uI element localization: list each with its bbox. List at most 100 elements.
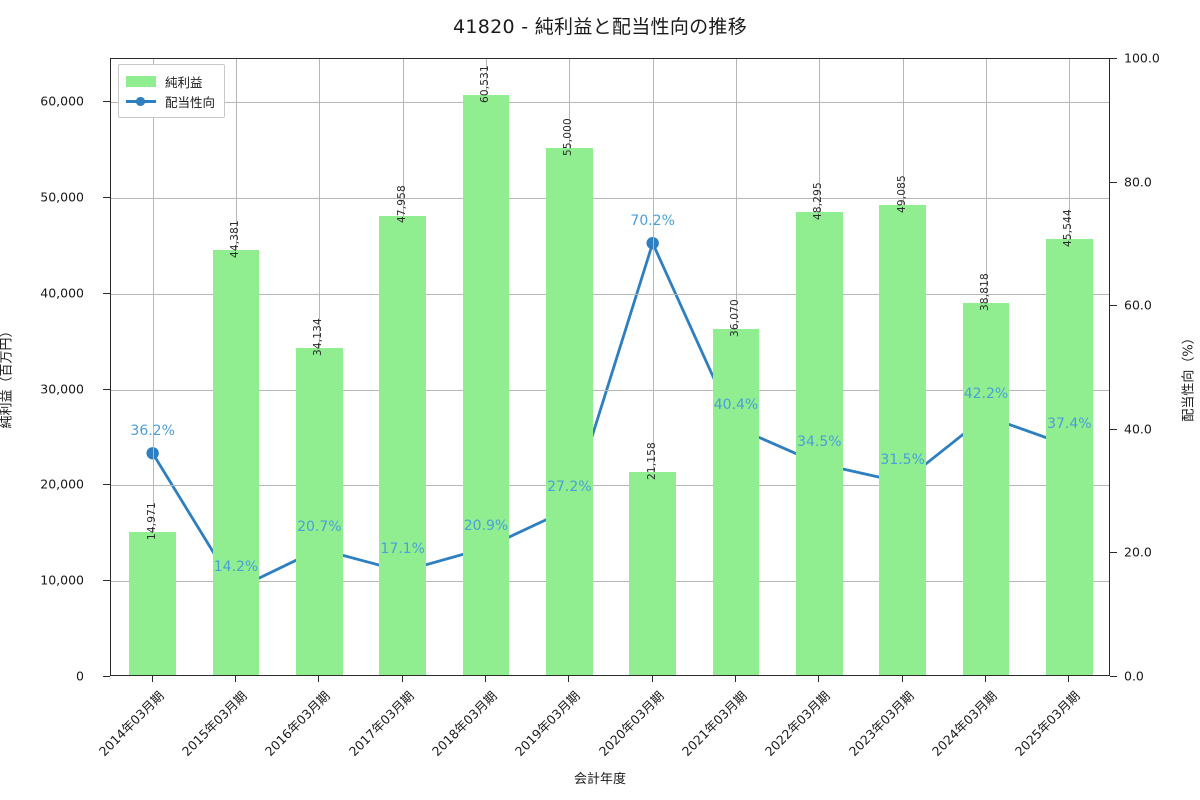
legend-item-payout-ratio: 配当性向 xyxy=(126,91,215,111)
bar-value-label: 36,070 xyxy=(729,299,741,338)
legend-label-net-income: 純利益 xyxy=(165,74,203,90)
y-axis-left-tick-mark xyxy=(103,580,110,582)
x-axis-tick-label: 2015年03月期 xyxy=(178,688,250,759)
payout-ratio-value-label: 34.5% xyxy=(797,433,842,450)
chart-title: 41820 - 純利益と配当性向の推移 xyxy=(452,16,748,38)
x-axis-tick-mark xyxy=(985,676,986,682)
y-axis-right-tick-label: 40.0 xyxy=(1124,421,1152,437)
gridline-horizontal xyxy=(111,197,1109,199)
bar-value-label: 21,158 xyxy=(645,442,658,481)
bar-value-label: 55,000 xyxy=(562,118,575,157)
x-axis-tick-mark xyxy=(1068,676,1070,682)
y-axis-left-tick-mark xyxy=(103,388,110,390)
x-axis-tick-mark xyxy=(401,676,403,682)
gridline-horizontal xyxy=(111,485,1109,487)
bar-net-income xyxy=(379,215,426,675)
x-axis-tick-mark xyxy=(901,676,903,682)
y-axis-left-tick-mark xyxy=(103,292,110,294)
y-axis-right-tick-mark xyxy=(1110,181,1117,183)
gridline-vertical xyxy=(152,59,154,675)
gridline-vertical xyxy=(652,59,654,675)
legend-bar-swatch-icon xyxy=(126,75,156,87)
bar-net-income xyxy=(296,347,343,675)
y-axis-right-label: 配当性向（%） xyxy=(1181,331,1197,422)
bar-net-income xyxy=(462,95,510,675)
bar-value-label: 45,544 xyxy=(1062,208,1075,247)
plot-area: 14,971 44,381 34,134 47,958 60,531 55,000 21,1… xyxy=(110,58,1110,676)
payout-ratio-value-label: 70.2% xyxy=(630,213,675,230)
x-axis-tick-label: 2014年03月期 xyxy=(95,688,167,759)
payout-ratio-value-label: 36.2% xyxy=(130,423,175,440)
x-axis-tick-label: 2019年03月期 xyxy=(512,688,584,759)
y-axis-left-tick-label: 0 xyxy=(76,668,84,684)
x-axis-tick-label: 2025年03月期 xyxy=(1012,688,1084,759)
payout-ratio-value-label: 31.5% xyxy=(880,452,925,469)
x-axis-tick-mark xyxy=(235,676,236,682)
x-axis-tick-mark xyxy=(568,676,570,682)
gridline-horizontal xyxy=(111,389,1109,391)
x-axis-tick-label: 2022年03月期 xyxy=(762,688,834,759)
bar-net-income xyxy=(796,212,843,675)
y-axis-right-tick-label: 60.0 xyxy=(1124,297,1152,313)
bar-value-label: 14,971 xyxy=(145,501,158,540)
payout-ratio-value-label: 17.1% xyxy=(380,541,425,558)
x-axis-tick-label: 2023年03月期 xyxy=(845,688,917,759)
y-axis-right-tick-mark xyxy=(1110,58,1117,59)
payout-ratio-value-label: 37.4% xyxy=(1047,415,1092,432)
x-axis-tick-mark xyxy=(818,676,820,682)
x-axis-tick-mark xyxy=(651,676,653,682)
x-axis-tick-label: 2024年03月期 xyxy=(928,688,1000,759)
y-axis-left-tick-label: 20,000 xyxy=(40,476,84,492)
bar-value-label: 34,134 xyxy=(312,317,325,356)
y-axis-left-tick-label: 60,000 xyxy=(40,93,84,109)
y-axis-right-tick-label: 80.0 xyxy=(1124,174,1152,190)
gridline-horizontal xyxy=(111,293,1109,295)
y-axis-right-tick-label: 20.0 xyxy=(1124,544,1152,560)
bar-net-income xyxy=(962,303,1010,675)
y-axis-right-tick-mark xyxy=(1110,428,1117,430)
y-axis-right-tick-mark xyxy=(1110,676,1117,677)
bar-value-label: 47,958 xyxy=(395,185,408,224)
y-axis-left-tick-label: 10,000 xyxy=(40,572,84,588)
bar-net-income xyxy=(212,249,260,675)
y-axis-left-tick-label: 50,000 xyxy=(40,189,84,205)
y-axis-left-tick-label: 40,000 xyxy=(40,285,84,301)
y-axis-left-label: 純利益（百万円） xyxy=(0,324,15,429)
payout-ratio-line xyxy=(146,236,1076,596)
payout-ratio-value-label: 20.7% xyxy=(297,519,342,536)
bar-net-income xyxy=(629,472,676,675)
payout-ratio-value-label: 20.9% xyxy=(463,517,509,534)
y-axis-right-tick-label: 100.0 xyxy=(1124,50,1160,66)
x-axis-label: 会計年度 xyxy=(573,772,626,787)
y-axis-left-tick-mark xyxy=(103,196,110,198)
y-axis-left-tick-mark xyxy=(103,484,110,486)
bar-net-income xyxy=(1046,238,1093,675)
payout-ratio-value-label: 27.2% xyxy=(547,478,592,495)
payout-ratio-value-label: 14.2% xyxy=(213,559,259,576)
legend-label-payout-ratio: 配当性向 xyxy=(165,94,216,110)
x-axis-tick-mark xyxy=(151,676,153,682)
x-axis-tick-mark xyxy=(318,676,320,682)
y-axis-left-tick-mark xyxy=(103,101,110,103)
y-axis-left-tick-mark xyxy=(103,676,110,677)
x-axis-tick-label: 2018年03月期 xyxy=(428,688,500,759)
bar-net-income xyxy=(129,531,176,675)
payout-ratio-value-label: 42.2% xyxy=(963,386,1009,403)
bar-value-label: 48,295 xyxy=(812,182,825,221)
x-axis-tick-mark xyxy=(735,676,736,682)
y-axis-right-tick-mark xyxy=(1110,552,1117,554)
bar-value-label: 38,818 xyxy=(979,273,991,312)
gridline-horizontal xyxy=(111,102,1109,104)
payout-ratio-value-label: 40.4% xyxy=(713,397,759,414)
legend-line-swatch-icon xyxy=(126,96,156,107)
bar-value-label: 44,381 xyxy=(229,219,241,258)
y-axis-right-tick-label: 0.0 xyxy=(1124,668,1144,684)
bar-net-income xyxy=(546,148,593,675)
x-axis-tick-label: 2017年03月期 xyxy=(345,688,417,759)
x-axis-tick-label: 2021年03月期 xyxy=(678,688,750,759)
x-axis-tick-mark xyxy=(485,676,486,682)
x-axis-tick-label: 2020年03月期 xyxy=(595,688,667,759)
y-axis-left-tick-label: 30,000 xyxy=(40,381,84,397)
bar-value-label: 49,085 xyxy=(895,174,908,213)
